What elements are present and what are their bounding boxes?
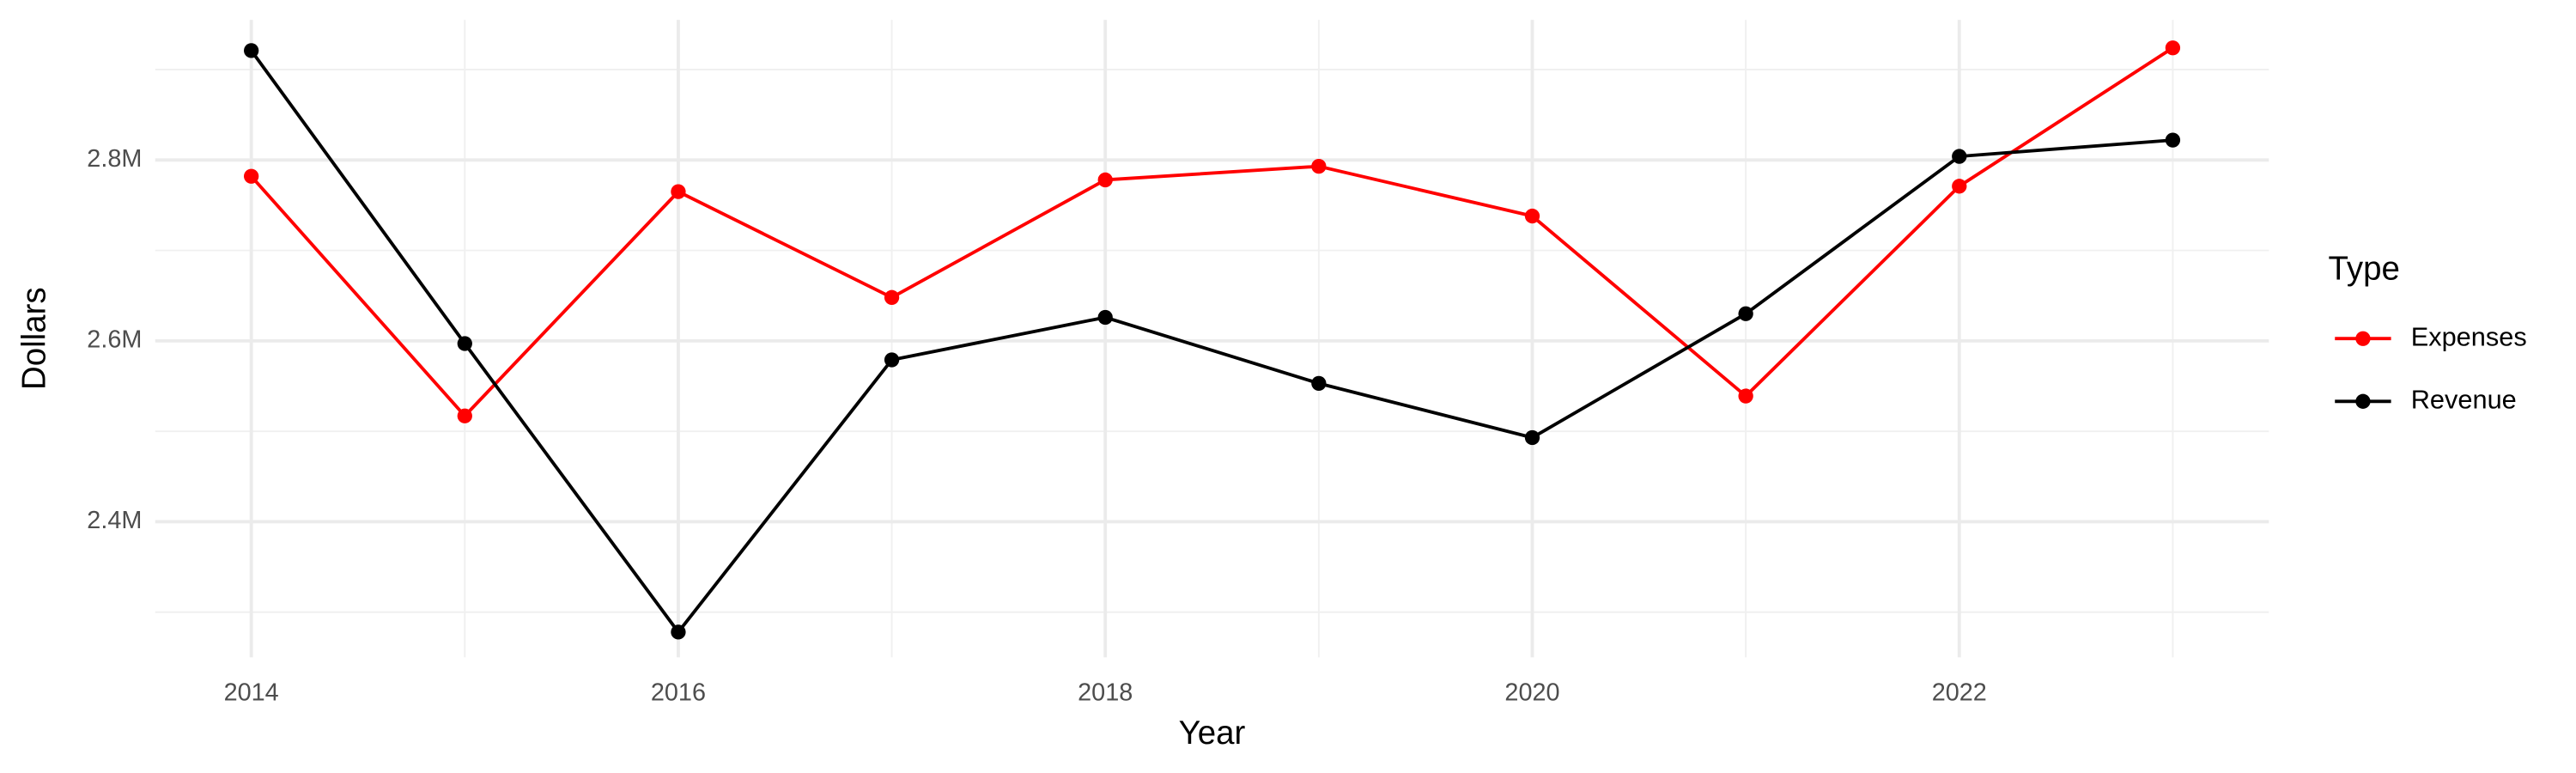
data-point bbox=[1311, 158, 1327, 174]
legend-label: Expenses bbox=[2411, 321, 2527, 351]
legend-key-point bbox=[2355, 393, 2371, 409]
x-axis-title: Year bbox=[1179, 715, 1246, 752]
data-point bbox=[1097, 172, 1113, 188]
data-point bbox=[1524, 429, 1540, 446]
x-tick-label: 2016 bbox=[651, 679, 706, 706]
data-point bbox=[671, 184, 686, 199]
data-point bbox=[457, 336, 472, 351]
data-point bbox=[457, 408, 472, 423]
series-line bbox=[250, 46, 2174, 419]
data-point bbox=[1738, 306, 1753, 321]
x-tick-label: 2018 bbox=[1078, 679, 1133, 706]
data-point bbox=[1952, 179, 1967, 194]
data-point bbox=[1952, 149, 1967, 164]
y-axis-title: Dollars bbox=[15, 287, 52, 390]
y-tick-label: 2.6M bbox=[87, 326, 142, 353]
data-point bbox=[1097, 309, 1113, 326]
legend-label: Revenue bbox=[2411, 384, 2517, 414]
data-point bbox=[244, 168, 259, 184]
grid bbox=[155, 20, 2269, 658]
y-tick-label: 2.4M bbox=[87, 507, 142, 534]
data-point bbox=[2165, 40, 2181, 56]
x-tick-label: 2014 bbox=[224, 679, 279, 706]
data-point bbox=[671, 624, 686, 640]
data-point bbox=[1738, 388, 1753, 404]
data-point bbox=[1524, 208, 1540, 224]
legend-title: Type bbox=[2329, 251, 2400, 288]
data-point bbox=[884, 289, 900, 305]
y-tick-label: 2.8M bbox=[87, 145, 142, 173]
series-line bbox=[250, 49, 2173, 636]
x-tick-label: 2020 bbox=[1504, 679, 1559, 706]
data-point bbox=[1311, 375, 1327, 392]
data-point bbox=[244, 43, 259, 58]
legend-key-point bbox=[2355, 331, 2371, 346]
data-point bbox=[884, 352, 900, 368]
data-point bbox=[2165, 132, 2181, 148]
x-tick-label: 2022 bbox=[1932, 679, 1987, 706]
